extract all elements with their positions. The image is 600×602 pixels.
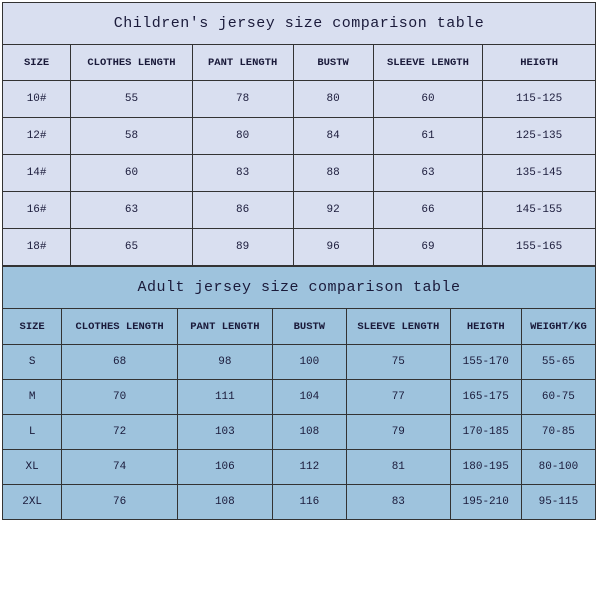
- table-row: XL7410611281180-19580-100: [3, 450, 596, 485]
- children-title: Children's jersey size comparison table: [3, 3, 596, 45]
- adult-cell: 180-195: [450, 450, 521, 485]
- children-cell: 145-155: [483, 192, 596, 229]
- adult-col-header: CLOTHES LENGTH: [62, 309, 178, 345]
- children-cell: 80: [293, 81, 373, 118]
- table-row: 2XL7610811683195-21095-115: [3, 485, 596, 520]
- adult-cell: 103: [177, 415, 272, 450]
- adult-cell: 55-65: [521, 345, 595, 380]
- adult-cell: 70-85: [521, 415, 595, 450]
- adult-col-header: WEIGHT/KG: [521, 309, 595, 345]
- table-row: S689810075155-17055-65: [3, 345, 596, 380]
- children-col-header: BUSTW: [293, 45, 373, 81]
- adult-cell: 155-170: [450, 345, 521, 380]
- children-table: Children's jersey size comparison tableS…: [2, 2, 596, 266]
- children-cell: 69: [373, 229, 483, 266]
- children-cell: 63: [71, 192, 193, 229]
- adult-cell: 195-210: [450, 485, 521, 520]
- children-cell: 88: [293, 155, 373, 192]
- children-cell: 16#: [3, 192, 71, 229]
- children-cell: 65: [71, 229, 193, 266]
- children-cell: 80: [192, 118, 293, 155]
- table-row: 16#63869266145-155: [3, 192, 596, 229]
- children-cell: 96: [293, 229, 373, 266]
- children-cell: 155-165: [483, 229, 596, 266]
- adult-cell: L: [3, 415, 62, 450]
- children-cell: 125-135: [483, 118, 596, 155]
- children-cell: 60: [71, 155, 193, 192]
- adult-cell: 74: [62, 450, 178, 485]
- size-tables-container: Children's jersey size comparison tableS…: [2, 2, 596, 520]
- children-col-header: SIZE: [3, 45, 71, 81]
- adult-cell: 95-115: [521, 485, 595, 520]
- children-col-header: CLOTHES LENGTH: [71, 45, 193, 81]
- adult-cell: 170-185: [450, 415, 521, 450]
- adult-cell: 75: [346, 345, 450, 380]
- adult-cell: 80-100: [521, 450, 595, 485]
- adult-cell: 76: [62, 485, 178, 520]
- children-cell: 63: [373, 155, 483, 192]
- adult-cell: S: [3, 345, 62, 380]
- children-cell: 89: [192, 229, 293, 266]
- table-row: M7011110477165-17560-75: [3, 380, 596, 415]
- adult-cell: 60-75: [521, 380, 595, 415]
- adult-title: Adult jersey size comparison table: [3, 267, 596, 309]
- adult-cell: 81: [346, 450, 450, 485]
- children-cell: 18#: [3, 229, 71, 266]
- adult-cell: 108: [272, 415, 346, 450]
- adult-cell: 165-175: [450, 380, 521, 415]
- adult-cell: 100: [272, 345, 346, 380]
- children-cell: 66: [373, 192, 483, 229]
- children-col-header: PANT LENGTH: [192, 45, 293, 81]
- children-cell: 12#: [3, 118, 71, 155]
- adult-cell: 116: [272, 485, 346, 520]
- table-row: 12#58808461125-135: [3, 118, 596, 155]
- adult-cell: 104: [272, 380, 346, 415]
- adult-col-header: HEIGTH: [450, 309, 521, 345]
- adult-cell: 72: [62, 415, 178, 450]
- adult-table: Adult jersey size comparison tableSIZECL…: [2, 266, 596, 520]
- adult-cell: 83: [346, 485, 450, 520]
- table-row: L7210310879170-18570-85: [3, 415, 596, 450]
- children-cell: 86: [192, 192, 293, 229]
- children-cell: 10#: [3, 81, 71, 118]
- table-row: 14#60838863135-145: [3, 155, 596, 192]
- children-cell: 135-145: [483, 155, 596, 192]
- adult-cell: XL: [3, 450, 62, 485]
- children-col-header: HEIGTH: [483, 45, 596, 81]
- children-cell: 60: [373, 81, 483, 118]
- adult-cell: 111: [177, 380, 272, 415]
- children-cell: 55: [71, 81, 193, 118]
- adult-cell: 108: [177, 485, 272, 520]
- adult-col-header: BUSTW: [272, 309, 346, 345]
- adult-cell: 77: [346, 380, 450, 415]
- children-cell: 14#: [3, 155, 71, 192]
- adult-cell: 98: [177, 345, 272, 380]
- children-cell: 83: [192, 155, 293, 192]
- adult-cell: 2XL: [3, 485, 62, 520]
- adult-col-header: SIZE: [3, 309, 62, 345]
- children-cell: 84: [293, 118, 373, 155]
- adult-cell: M: [3, 380, 62, 415]
- children-cell: 92: [293, 192, 373, 229]
- children-col-header: SLEEVE LENGTH: [373, 45, 483, 81]
- adult-col-header: PANT LENGTH: [177, 309, 272, 345]
- table-row: 18#65899669155-165: [3, 229, 596, 266]
- children-cell: 61: [373, 118, 483, 155]
- adult-col-header: SLEEVE LENGTH: [346, 309, 450, 345]
- adult-cell: 70: [62, 380, 178, 415]
- adult-cell: 68: [62, 345, 178, 380]
- adult-cell: 79: [346, 415, 450, 450]
- children-cell: 58: [71, 118, 193, 155]
- adult-cell: 106: [177, 450, 272, 485]
- children-cell: 115-125: [483, 81, 596, 118]
- children-cell: 78: [192, 81, 293, 118]
- adult-cell: 112: [272, 450, 346, 485]
- table-row: 10#55788060115-125: [3, 81, 596, 118]
